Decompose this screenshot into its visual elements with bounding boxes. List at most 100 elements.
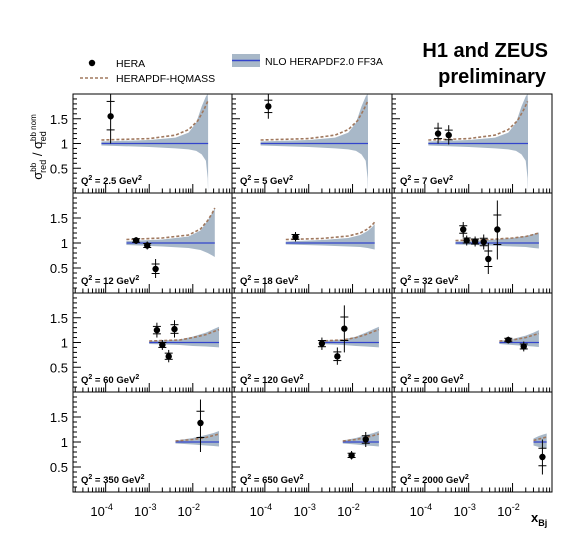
chart-title-line2: preliminary	[438, 66, 547, 88]
q2-exponent: 2	[88, 474, 92, 481]
y-axis-label: σbbred / σbb nomred	[29, 114, 48, 180]
q2-exponent: 2	[247, 175, 251, 182]
q2-exponent: 2	[247, 275, 251, 282]
x-tick-base: 10	[90, 504, 104, 519]
x-tick-exponent: -4	[264, 502, 272, 512]
x-tick-base: 10	[250, 504, 264, 519]
panel-q2-label: Q2 = 650 GeV2	[240, 474, 304, 486]
nlo-uncertainty-band	[533, 433, 547, 449]
panel-plot-area	[428, 94, 529, 193]
x-tick-exponent: -2	[512, 502, 520, 512]
panel-q2-label: Q2 = 200 GeV2	[400, 374, 464, 386]
q2-value: = 650 GeV	[251, 475, 300, 486]
q2-value: = 18 GeV	[251, 276, 295, 287]
panel-200: Q2 = 200 GeV2	[391, 292, 553, 393]
y-label-sigma: σ	[30, 172, 45, 180]
data-point	[362, 436, 369, 443]
x-tick-exponent: -4	[424, 502, 432, 512]
panel-plot-area	[285, 221, 376, 250]
data-point	[153, 326, 161, 334]
y-label-nom: nom	[29, 114, 38, 132]
hqmass-curve	[428, 101, 529, 141]
q2-exponent: 2	[407, 474, 411, 481]
x-tick-label: 10-2	[178, 502, 200, 519]
data-point	[318, 340, 326, 347]
data-point	[152, 265, 159, 273]
q2-exponent: 2	[407, 374, 411, 381]
panel-q2-label: Q2 = 18 GeV2	[240, 275, 298, 287]
x-axis-label: xBj	[531, 510, 547, 528]
unit-exponent: 2	[135, 374, 139, 381]
data-point	[485, 255, 492, 263]
y-label-sub1: red	[38, 160, 48, 173]
panel-120: Q2 = 120 GeV2	[231, 292, 393, 393]
panel-plot-area	[260, 94, 369, 193]
y-label-sup2: b	[29, 162, 38, 167]
panel-plot-area	[175, 399, 220, 452]
y-label-sup4: b	[29, 131, 38, 136]
x-tick-base: 10	[497, 504, 511, 519]
q2-exponent: 2	[88, 175, 92, 182]
data-point	[460, 226, 467, 233]
unit-exponent: 2	[289, 175, 293, 182]
y-tick-label: 1	[61, 336, 68, 351]
legend-label-data: HERA	[116, 58, 145, 70]
nlo-uncertainty-band	[342, 431, 379, 447]
q2-exponent: 2	[407, 175, 411, 182]
panel-32: Q2 = 32 GeV2	[391, 192, 553, 294]
panel-5: Q2 = 5 GeV2	[231, 93, 393, 194]
panel-plot-area	[499, 330, 540, 352]
q2-exponent: 2	[88, 374, 92, 381]
panel-plot-area	[126, 207, 216, 278]
y-label-sup3: b	[29, 136, 38, 141]
legend-label-nlo: NLO HERAPDF2.0 FF3A	[265, 56, 383, 68]
q2-symbol: Q	[240, 176, 247, 187]
nlo-uncertainty-band	[126, 208, 215, 257]
x-tick-base: 10	[337, 504, 351, 519]
x-tick-label: 10-3	[134, 502, 156, 519]
data-point	[144, 242, 151, 249]
x-tick-base: 10	[293, 504, 307, 519]
x-tick-exponent: -3	[148, 502, 156, 512]
panel-plot-area	[455, 200, 540, 274]
q2-value: = 2000 GeV	[411, 475, 465, 486]
data-point	[505, 336, 512, 344]
q2-symbol: Q	[81, 176, 88, 187]
unit-exponent: 2	[465, 474, 469, 481]
q2-value: = 32 GeV	[411, 276, 455, 287]
x-tick-label: 10-2	[337, 502, 359, 519]
data-point	[471, 238, 479, 245]
data-point	[520, 343, 527, 350]
unit-exponent: 2	[135, 275, 139, 282]
data-point	[159, 341, 166, 349]
panel-plot-area	[317, 305, 380, 365]
q2-symbol: Q	[400, 176, 407, 187]
q2-symbol: Q	[81, 475, 88, 486]
x-tick-exponent: -3	[308, 502, 316, 512]
y-tick-label: 1.5	[50, 211, 68, 226]
x-tick-label: 10-3	[453, 502, 475, 519]
data-point	[171, 325, 178, 333]
panel-plot-area	[101, 94, 209, 193]
data-point	[434, 130, 442, 137]
hqmass-curve	[175, 433, 220, 442]
panel-q2-label: Q2 = 2.5 GeV2	[81, 175, 142, 187]
data-point	[480, 238, 487, 246]
panel-q2-label: Q2 = 7 GeV2	[400, 175, 453, 187]
panel-q2-label: Q2 = 120 GeV2	[240, 374, 304, 386]
data-point	[265, 103, 272, 110]
q2-value: = 7 GeV	[411, 176, 449, 187]
panel-q2-label: Q2 = 12 GeV2	[81, 275, 139, 287]
hqmass-curve	[319, 328, 380, 342]
unit-exponent: 2	[460, 374, 464, 381]
y-tick-label: 1	[61, 236, 68, 251]
y-tick-label: 1	[61, 137, 68, 152]
y-tick-label: 0.5	[50, 161, 68, 176]
panel-q2-label: Q2 = 5 GeV2	[240, 175, 293, 187]
unit-exponent: 2	[300, 374, 304, 381]
nlo-uncertainty-band	[285, 224, 375, 250]
unit-exponent: 2	[294, 275, 298, 282]
